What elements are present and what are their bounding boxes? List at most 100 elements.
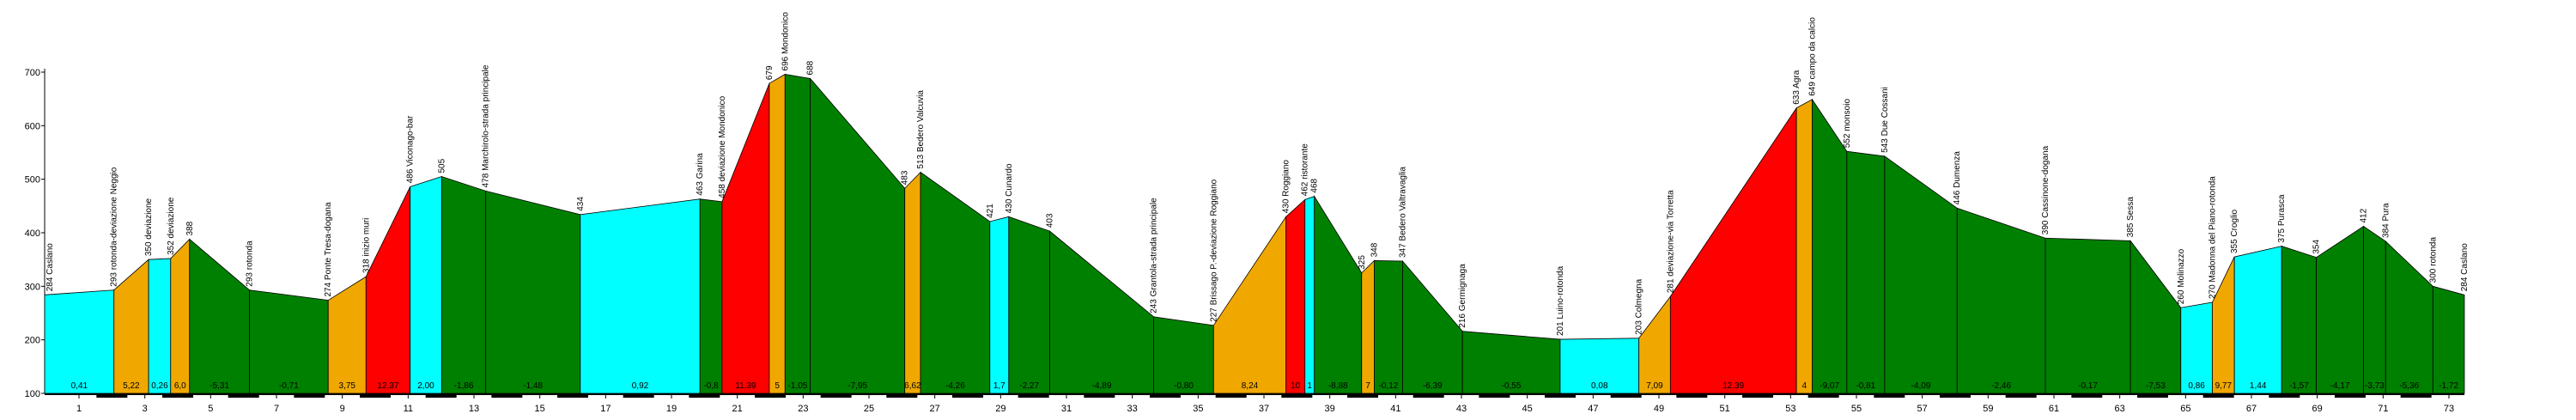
- profile-segment: [1374, 260, 1403, 394]
- profile-segment: [2180, 301, 2213, 394]
- y-tick-label: 200: [25, 336, 40, 346]
- point-label: 696 Mondonico: [781, 12, 790, 71]
- segment-grade-label: -0,8: [703, 381, 719, 391]
- y-tick-label: 700: [25, 68, 40, 78]
- point-label: 216 Germignaga: [1458, 264, 1467, 328]
- x-tick-label: 3: [143, 404, 148, 414]
- x-tick-label: 1: [76, 404, 82, 414]
- profile-segment: [170, 238, 191, 394]
- profile-segment: [2044, 237, 2131, 394]
- profile-segment: [1008, 216, 1050, 394]
- x-tick-label: 7: [274, 404, 279, 414]
- profile-segment: [2129, 240, 2182, 394]
- x-tick-label: 57: [1917, 404, 1928, 414]
- x-tick-label: 51: [1720, 404, 1730, 414]
- point-label: 385 Sessa: [2126, 197, 2136, 238]
- profile-segment: [1314, 195, 1363, 394]
- point-label: 354: [2312, 240, 2322, 254]
- point-label: 284 Caslano: [2460, 243, 2470, 292]
- y-tick-label: 600: [25, 121, 40, 131]
- segment-grade-label: 0,08: [1591, 381, 1608, 391]
- segment-grade-label: 3,75: [339, 381, 356, 391]
- profile-segment: [810, 77, 906, 394]
- x-scale-bar: [820, 394, 852, 398]
- segment-grade-label: 6,62: [904, 381, 921, 391]
- point-label: 462 ristorante: [1301, 143, 1310, 197]
- profile-segment: [365, 186, 411, 394]
- segment-grade-label: -9,07: [1820, 381, 1839, 391]
- x-tick-label: 63: [2115, 404, 2125, 414]
- point-label: 434: [576, 197, 586, 211]
- segment-grade-label: 0,86: [2188, 381, 2205, 391]
- x-tick-label: 41: [1390, 404, 1400, 414]
- point-label: 649 campo da calcio: [1807, 17, 1817, 96]
- x-tick-label: 33: [1127, 404, 1138, 414]
- x-scale-bar: [96, 394, 128, 398]
- segment-grade-label: 11,39: [735, 381, 756, 391]
- x-scale-bar: [2335, 394, 2366, 398]
- profile-segments: [44, 73, 2465, 394]
- y-axis: 100 200 300 400 500 600 700: [25, 68, 46, 399]
- x-scale-bar: [294, 394, 325, 398]
- profile-segment: [1846, 150, 1886, 394]
- segment-grade-label: 0,26: [151, 381, 168, 391]
- point-label: 633 Agra: [1792, 70, 1801, 104]
- profile-segment: [2233, 246, 2282, 394]
- x-scale-bar: [1150, 394, 1181, 398]
- x-tick-label: 39: [1325, 404, 1335, 414]
- segment-grade-label: -7,53: [2146, 381, 2166, 391]
- profile-segment: [721, 82, 770, 394]
- x-axis-line: [45, 393, 2464, 395]
- segment-grade-label: 6,0: [174, 381, 186, 391]
- y-tick-label: 100: [25, 389, 40, 399]
- point-label: 260 Molinazzo: [2177, 248, 2186, 304]
- x-scale-bar: [491, 394, 523, 398]
- profile-segment: [2363, 225, 2386, 394]
- point-label: 543 Due Cossani: [1880, 87, 1890, 153]
- x-scale-bar: [557, 394, 588, 398]
- profile-segment: [1304, 196, 1315, 394]
- y-tick-label: 400: [25, 228, 40, 239]
- x-tick-label: 73: [2444, 404, 2454, 414]
- x-scale-bar: [425, 394, 457, 398]
- profile-segment: [1795, 99, 1813, 394]
- segment-grade-label: -3,73: [2365, 381, 2385, 391]
- segment-grade-label: 5,22: [123, 381, 140, 391]
- x-scale-bar: [623, 394, 654, 398]
- x-scale-bar: [1807, 394, 1839, 398]
- x-scale-bar: [1610, 394, 1642, 398]
- point-label: 388: [185, 221, 195, 235]
- x-tick-label: 49: [1654, 404, 1664, 414]
- point-label: 293 rotonda-deviazione Neggio: [110, 167, 119, 286]
- x-tick-label: 5: [208, 404, 213, 414]
- point-label: 243 Grantola-strada principale: [1150, 198, 1159, 313]
- segment-grade-label: -1,48: [523, 381, 543, 391]
- x-scale-bar: [1347, 394, 1378, 398]
- x-tick-label: 55: [1851, 404, 1862, 414]
- x-scale-bar: [755, 394, 786, 398]
- x-scale-bar: [2269, 394, 2300, 398]
- point-label: 458 deviazione Mondonico: [718, 95, 727, 198]
- profile-segment: [327, 276, 367, 394]
- profile-segment: [485, 190, 581, 394]
- x-scale-bar: [2400, 394, 2432, 398]
- point-label: 293 rotonda: [246, 240, 255, 287]
- profile-segment: [1956, 207, 2046, 394]
- segment-grade-label: -0,80: [1174, 381, 1194, 391]
- segment-grade-label: -0,12: [1379, 381, 1399, 391]
- segment-grade-label: 12,37: [377, 381, 398, 391]
- x-scale-bar: [1018, 394, 1049, 398]
- x-scale-bar: [2137, 394, 2168, 398]
- x-tick-label: 69: [2312, 404, 2323, 414]
- segment-grade-label: -0,81: [1856, 381, 1875, 391]
- x-tick-label: 9: [340, 404, 345, 414]
- profile-segment: [2432, 285, 2465, 394]
- x-scale-bar: [1084, 394, 1115, 398]
- x-tick-label: 67: [2246, 404, 2257, 414]
- point-label: 274 Ponte Tresa-dogana: [324, 202, 333, 297]
- profile-segment: [2385, 240, 2433, 394]
- x-scale-bar: [1479, 394, 1510, 398]
- point-label: 468: [1310, 178, 1320, 192]
- profile-segment: [148, 258, 172, 394]
- x-tick-label: 21: [732, 404, 743, 414]
